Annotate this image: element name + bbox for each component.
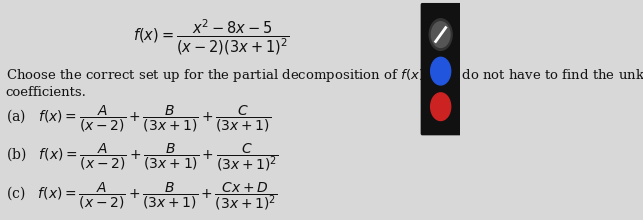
Circle shape [431,57,451,85]
Text: (c)   $f(x) = \dfrac{A}{(x-2)} + \dfrac{B}{(3x+1)} + \dfrac{Cx+D}{(3x+1)^2}$: (c) $f(x) = \dfrac{A}{(x-2)} + \dfrac{B}… [6,180,277,212]
Text: Choose the correct set up for the partial decomposition of $f(x)$. You do not ha: Choose the correct set up for the partia… [6,67,643,84]
Text: (a)   $f(x) = \dfrac{A}{(x-2)} + \dfrac{B}{(3x+1)} + \dfrac{C}{(3x+1)}$: (a) $f(x) = \dfrac{A}{(x-2)} + \dfrac{B}… [6,104,271,134]
Text: $f(x) = \dfrac{x^2 - 8x - 5}{(x-2)(3x+1)^2}$: $f(x) = \dfrac{x^2 - 8x - 5}{(x-2)(3x+1)… [133,17,289,57]
Circle shape [431,93,451,121]
Circle shape [430,19,452,50]
Text: coefficients.: coefficients. [6,86,87,99]
FancyBboxPatch shape [421,3,462,135]
Text: (b)   $f(x) = \dfrac{A}{(x-2)} + \dfrac{B}{(3x+1)} + \dfrac{C}{(3x+1)^2}$: (b) $f(x) = \dfrac{A}{(x-2)} + \dfrac{B}… [6,141,278,173]
Circle shape [431,22,450,48]
